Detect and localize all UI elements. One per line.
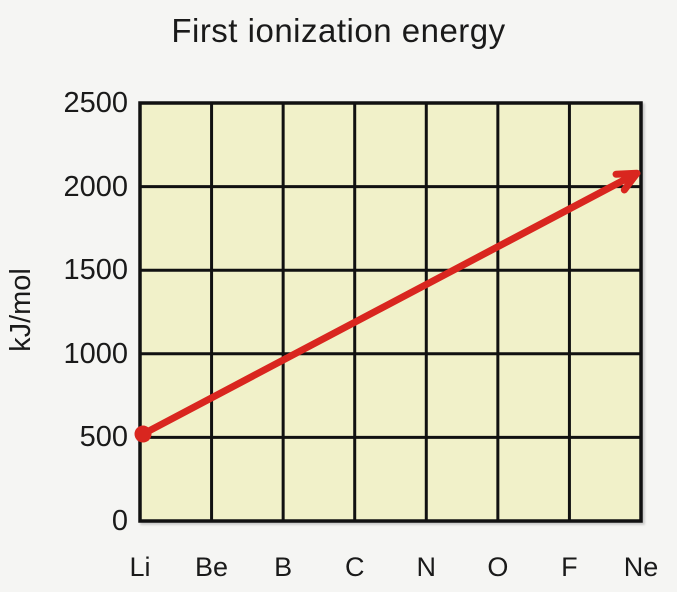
gridlines <box>140 103 641 521</box>
plot-area <box>134 101 643 523</box>
y-tick-label: 2000 <box>63 170 128 203</box>
y-tick-label: 0 <box>111 505 128 537</box>
x-tick-label: N <box>416 552 437 582</box>
x-tick-label: Ne <box>623 552 659 582</box>
y-tick-label: 1000 <box>63 337 128 370</box>
x-tick-label: Li <box>129 552 151 582</box>
y-tick-label: 2500 <box>63 87 128 119</box>
trend-arrow-head <box>612 169 641 194</box>
plot-background <box>140 103 641 521</box>
y-tick-label: 500 <box>79 421 128 454</box>
chart-title: First ionization energy <box>171 12 506 49</box>
plot-border <box>138 101 643 523</box>
x-tick-label: O <box>487 552 509 582</box>
trend-arrow-shaft <box>139 172 636 438</box>
x-tick-label: C <box>344 552 365 582</box>
x-tick-label: B <box>274 552 293 582</box>
trend-arrow <box>134 169 641 443</box>
y-tick-label: 1500 <box>63 254 128 287</box>
x-tick-label: F <box>561 552 578 582</box>
trend-arrow-start-dot <box>134 425 152 443</box>
x-tick-label: Be <box>195 552 229 582</box>
